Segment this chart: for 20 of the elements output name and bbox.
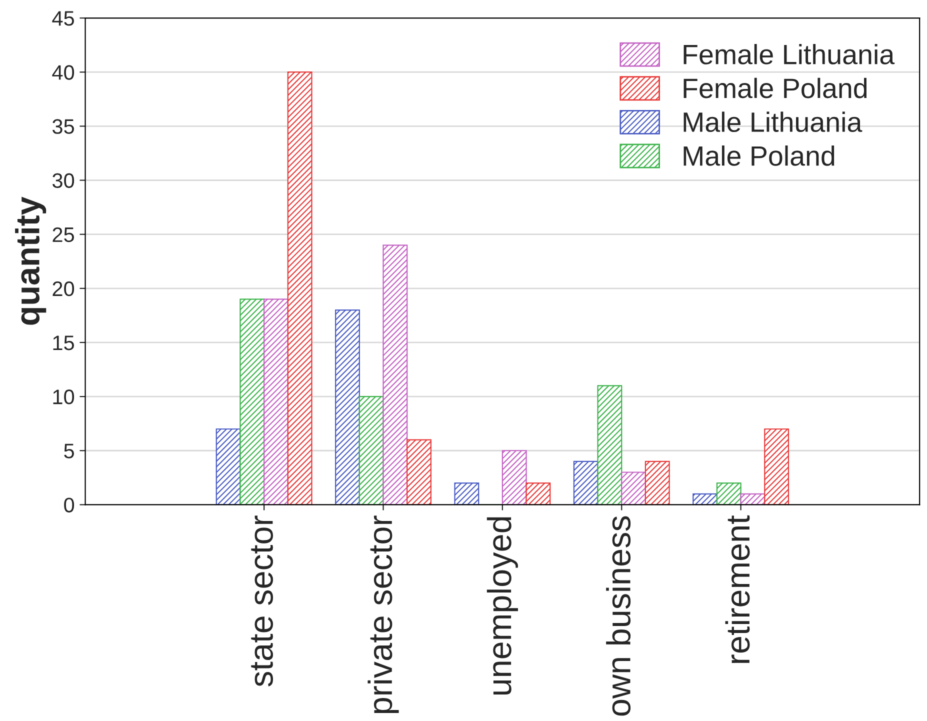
legend-label: Male Poland (684, 145, 834, 166)
y-tick-label: 35 (52, 119, 74, 134)
y-tick-label: 5 (64, 444, 74, 458)
y-tick-label: 0 (64, 498, 74, 512)
x-tick-label: own business (606, 516, 631, 716)
x-tick-label: unemployed (486, 517, 518, 695)
y-tick-label: 20 (52, 281, 74, 296)
y-tick-label: 15 (53, 336, 74, 350)
legend-label: Male Lithuania (684, 112, 862, 132)
y-tick-label: 40 (52, 65, 74, 80)
x-tick-label: state sector (251, 516, 274, 686)
y-tick-label: 45 (52, 11, 74, 26)
y-tick-label: 30 (52, 173, 74, 188)
y-tick-label: 10 (53, 390, 74, 404)
x-tick-label: retirement (725, 515, 750, 663)
y-tick-label: 25 (52, 227, 74, 242)
y-axis-title: quantity (15, 196, 46, 325)
x-tick-label: private sector (368, 516, 399, 714)
legend-label: Female Poland (684, 78, 867, 98)
legend-label: Female Lithuania (684, 44, 895, 64)
